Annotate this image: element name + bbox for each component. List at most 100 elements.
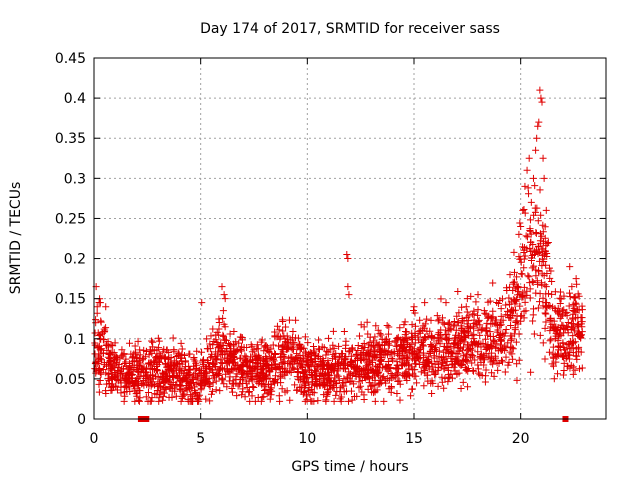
data-point [190, 387, 198, 395]
data-point [574, 345, 582, 353]
data-point [305, 366, 313, 374]
data-point [238, 334, 246, 342]
data-point [351, 357, 359, 365]
data-point [522, 232, 530, 240]
data-point [337, 397, 345, 405]
data-point [278, 343, 286, 351]
data-point [490, 372, 498, 380]
data-point [490, 357, 498, 365]
data-point [435, 329, 443, 337]
data-point [348, 344, 356, 352]
data-point [156, 358, 164, 366]
data-point [447, 370, 455, 378]
data-point-outlier [535, 118, 543, 126]
data-point [260, 347, 268, 355]
data-point [451, 356, 459, 364]
data-point [216, 365, 224, 373]
data-point [428, 390, 436, 398]
data-point [460, 328, 468, 336]
data-point [368, 382, 376, 390]
data-point [525, 273, 533, 281]
data-point [326, 346, 334, 354]
data-point [413, 379, 421, 387]
data-point [409, 351, 417, 359]
data-point [374, 326, 382, 334]
data-point [463, 350, 471, 358]
data-point [565, 302, 573, 310]
data-point [560, 292, 568, 300]
data-point [248, 392, 256, 400]
data-point [431, 368, 439, 376]
data-point [93, 309, 101, 317]
data-point [320, 362, 328, 370]
data-point [100, 328, 108, 336]
data-point [225, 358, 233, 366]
data-point-outlier [344, 255, 352, 263]
data-point [316, 372, 324, 380]
data-point [574, 313, 582, 321]
data-point [417, 345, 425, 353]
data-point [394, 365, 402, 373]
data-point [334, 372, 342, 380]
data-point [546, 274, 554, 282]
data-point [209, 379, 217, 387]
data-point [207, 390, 215, 398]
y-tick-label: 0.45 [55, 51, 86, 67]
data-point [377, 331, 385, 339]
data-point-outlier [566, 263, 574, 271]
data-point [354, 371, 362, 379]
data-point [148, 394, 156, 402]
data-point [367, 366, 375, 374]
data-point [222, 370, 230, 378]
data-point-outlier [506, 271, 514, 279]
data-point [562, 309, 570, 317]
data-point [157, 352, 165, 360]
data-point [394, 378, 402, 386]
data-point [242, 358, 250, 366]
data-point [545, 348, 553, 356]
data-point [371, 397, 379, 405]
data-point [534, 248, 542, 256]
data-point [408, 340, 416, 348]
data-point [348, 344, 356, 352]
data-point [202, 364, 210, 372]
data-point [285, 316, 293, 324]
data-point [138, 356, 146, 364]
x-tick-label: 20 [512, 431, 530, 447]
data-point [531, 182, 539, 190]
data-point [399, 362, 407, 370]
data-point [569, 332, 577, 340]
data-point [289, 334, 297, 342]
data-point [548, 360, 556, 368]
data-point [125, 380, 133, 388]
data-point [354, 342, 362, 350]
data-point [296, 362, 304, 370]
data-point [429, 379, 437, 387]
data-point [241, 393, 249, 401]
data-point [385, 323, 393, 331]
data-point [157, 372, 165, 380]
data-point [180, 375, 188, 383]
data-point [559, 339, 567, 347]
data-point [190, 354, 198, 362]
data-point [549, 303, 557, 311]
data-point [455, 347, 463, 355]
data-point [114, 377, 122, 385]
data-point [342, 337, 350, 345]
data-point [527, 368, 535, 376]
data-point [577, 333, 585, 341]
data-point [489, 307, 497, 315]
data-point [335, 353, 343, 361]
data-point [162, 385, 170, 393]
data-point [416, 316, 424, 324]
data-point [468, 332, 476, 340]
data-point [167, 358, 175, 366]
data-point [578, 364, 586, 372]
data-point [348, 396, 356, 404]
data-point [532, 228, 540, 236]
data-point [529, 279, 537, 287]
data-point [454, 319, 462, 327]
data-point [203, 376, 211, 384]
data-point [304, 339, 312, 347]
